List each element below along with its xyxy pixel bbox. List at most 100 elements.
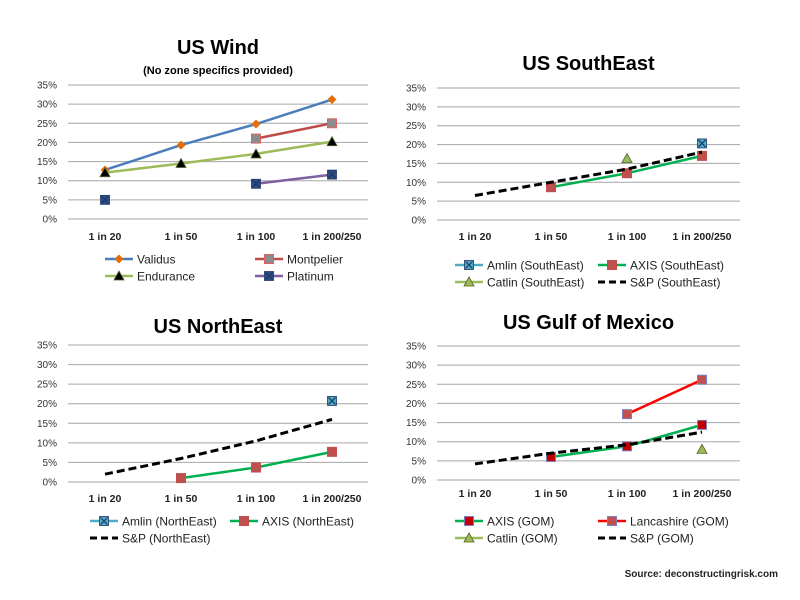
y-tick-label: 15% — [406, 159, 426, 170]
series-axis-southeast — [546, 150, 707, 193]
data-point — [697, 419, 707, 430]
data-point — [697, 374, 707, 385]
data-point — [327, 118, 337, 129]
series-line — [104, 417, 333, 476]
chart-title: US SouthEast — [522, 53, 655, 75]
legend-label: Amlin (NorthEast) — [122, 515, 217, 529]
y-tick-label: 5% — [412, 456, 427, 467]
legend-marker — [463, 532, 475, 543]
series-line — [474, 150, 703, 197]
x-tick-label: 1 in 100 — [237, 493, 276, 505]
legend-label: Montpelier — [287, 253, 343, 267]
legend-marker — [114, 254, 124, 264]
y-tick-label: 25% — [406, 380, 426, 391]
legend-item-platinum: Platinum — [255, 270, 334, 284]
legend-item-amlin-southeast: Amlin (SouthEast) — [455, 259, 584, 273]
y-tick-label: 15% — [37, 157, 57, 168]
y-tick-label: 20% — [406, 399, 426, 410]
legend-item-lancashire-gom: Lancashire (GOM) — [598, 515, 729, 529]
y-tick-label: 0% — [412, 476, 427, 487]
legend-marker — [463, 276, 475, 287]
y-tick-label: 35% — [406, 342, 426, 353]
legend-item-axis-northeast: AXIS (NorthEast) — [230, 515, 354, 529]
x-tick-label: 1 in 50 — [535, 231, 568, 243]
x-tick-label: 1 in 50 — [535, 488, 568, 500]
legend-item-validus: Validus — [105, 253, 175, 267]
legend-marker — [99, 516, 109, 526]
data-point — [175, 157, 187, 168]
series-amlin-southeast — [697, 138, 707, 149]
legend-item-amlin-northeast: Amlin (NorthEast) — [90, 515, 217, 529]
data-point — [250, 148, 262, 159]
data-point — [327, 95, 337, 105]
data-point — [251, 178, 261, 189]
x-tick-label: 1 in 20 — [89, 493, 122, 505]
y-tick-label: 10% — [406, 178, 426, 189]
x-tick-label: 1 in 100 — [237, 231, 276, 243]
data-point — [621, 152, 633, 163]
legend-item-s-p-southeast: S&P (SouthEast) — [598, 276, 721, 290]
data-point — [327, 169, 337, 180]
legend-label: S&P (GOM) — [630, 532, 694, 546]
data-point — [326, 135, 338, 147]
series-validus — [100, 95, 337, 175]
series-line — [550, 423, 703, 459]
y-tick-label: 25% — [37, 119, 57, 130]
y-tick-label: 20% — [37, 399, 57, 410]
series-axis-gom — [546, 419, 707, 463]
data-point — [697, 138, 707, 149]
y-tick-label: 30% — [37, 100, 57, 111]
chart-us-gulf-of-mexico: US Gulf of Mexico 0% 5% 10% 15% 20% 25% 30% 35% 1… — [406, 312, 740, 546]
data-point — [327, 396, 337, 406]
legend-marker — [264, 254, 274, 264]
y-tick-label: 30% — [406, 102, 426, 113]
chart-subtitle: (No zone specifics provided) — [143, 65, 293, 77]
data-point — [99, 166, 111, 178]
x-tick-label: 1 in 100 — [608, 231, 647, 243]
y-tick-label: 30% — [37, 360, 57, 371]
data-point — [251, 133, 261, 144]
x-tick-label: 1 in 20 — [459, 488, 492, 500]
x-tick-label: 1 in 200/250 — [673, 488, 732, 500]
legend-label: S&P (SouthEast) — [630, 276, 721, 290]
legend-item-montpelier: Montpelier — [255, 253, 343, 267]
y-tick-label: 5% — [43, 458, 58, 469]
y-tick-label: 25% — [37, 380, 57, 391]
legend-label: Lancashire (GOM) — [630, 515, 729, 529]
series-line — [104, 98, 333, 172]
series-line — [474, 430, 703, 466]
series-amlin-northeast — [327, 396, 337, 406]
series-line — [255, 173, 333, 186]
series-s-p-northeast — [104, 417, 333, 476]
y-tick-label: 25% — [406, 121, 426, 132]
legend-label: AXIS (GOM) — [487, 515, 554, 529]
data-point — [696, 443, 708, 454]
legend-label: Platinum — [287, 270, 334, 284]
y-tick-label: 30% — [406, 361, 426, 372]
series-montpelier — [251, 118, 337, 144]
y-tick-label: 0% — [43, 215, 58, 226]
series-catlin-gom — [696, 443, 708, 454]
y-tick-label: 5% — [43, 195, 58, 206]
y-tick-label: 10% — [37, 438, 57, 449]
series-line — [104, 140, 333, 174]
x-tick-label: 1 in 50 — [165, 231, 198, 243]
data-point — [622, 409, 632, 420]
data-point — [327, 446, 337, 457]
legend-label: Endurance — [137, 270, 195, 284]
legend-marker — [239, 516, 249, 526]
legend-item-axis-southeast: AXIS (SouthEast) — [598, 259, 724, 273]
legend-item-catlin-southeast: Catlin (SouthEast) — [455, 276, 584, 290]
y-tick-label: 20% — [406, 140, 426, 151]
series-line — [255, 122, 333, 140]
legend-label: AXIS (SouthEast) — [630, 259, 724, 273]
chart-title: US Gulf of Mexico — [503, 312, 674, 334]
legend-label: Catlin (SouthEast) — [487, 276, 584, 290]
series-platinum — [100, 169, 337, 205]
series-catlin-southeast — [621, 152, 633, 163]
series-line — [626, 378, 703, 416]
legend-marker — [607, 260, 617, 270]
legend-item-axis-gom: AXIS (GOM) — [455, 515, 554, 529]
data-point — [697, 150, 707, 161]
legend-item-catlin-gom: Catlin (GOM) — [455, 532, 558, 546]
